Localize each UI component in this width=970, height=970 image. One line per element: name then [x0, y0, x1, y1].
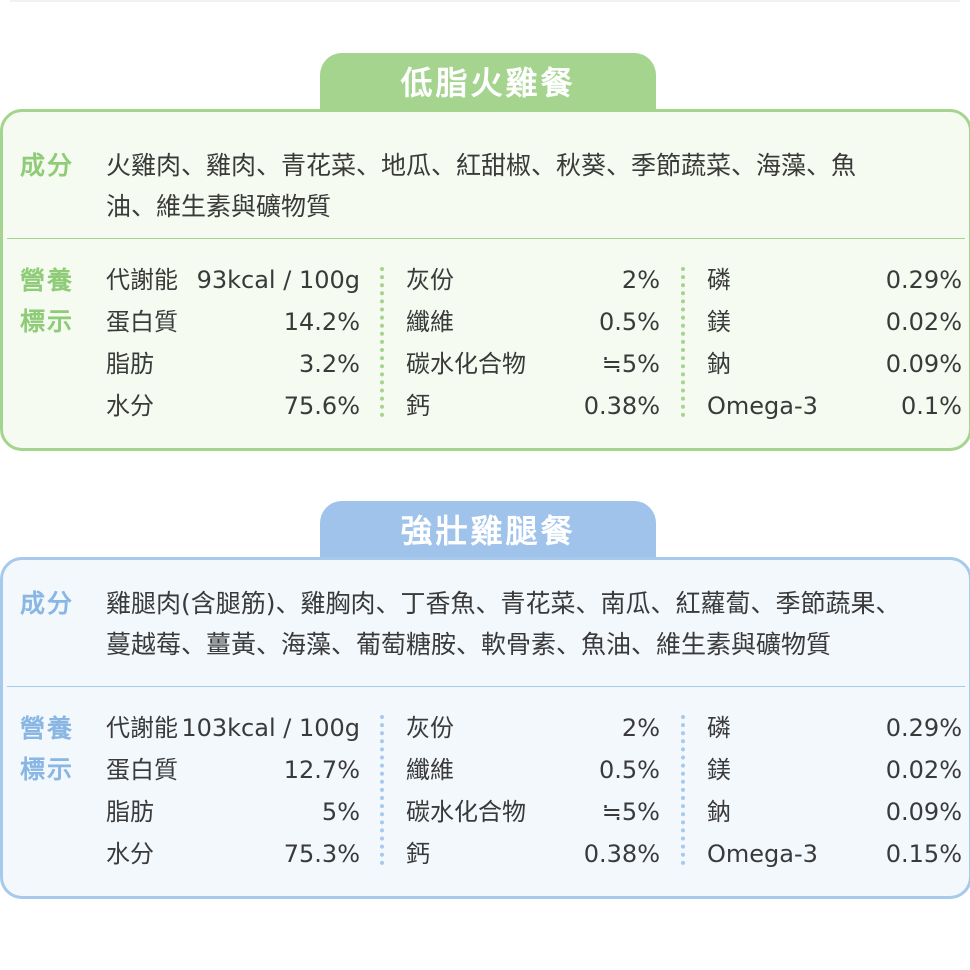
column-separator	[380, 715, 384, 865]
nutrient-value: 3.2%	[299, 350, 360, 378]
nutrition-label-line: 營養	[20, 266, 75, 295]
nutrient-name: 碳水化合物	[406, 798, 526, 826]
nutrition-row: 蛋白質 14.2% 纖維 0.5% 鎂 0.02%	[3, 301, 970, 343]
ingredients-line: 火雞肉、雞肉、青花菜、地瓜、紅甜椒、秋葵、季節蔬菜、海藻、魚	[106, 151, 857, 180]
nutrient-name: 纖維	[406, 756, 454, 784]
nutrient-name: 脂肪	[106, 350, 154, 378]
nutrient-value: ≒5%	[601, 350, 660, 378]
nutrition-label-line: 標示	[20, 307, 75, 336]
nutrient-name: 磷	[707, 266, 731, 294]
nutrition-label-line: 營養	[20, 714, 75, 743]
ingredients-text: 火雞肉、雞肉、青花菜、地瓜、紅甜椒、秋葵、季節蔬菜、海藻、魚 油、維生素與礦物質	[106, 145, 968, 227]
nutrient-value: 12.7%	[283, 756, 360, 784]
nutrition-row: 蛋白質 12.7% 纖維 0.5% 鎂 0.02%	[3, 749, 970, 791]
product-title-tab: 低脂火雞餐	[320, 53, 656, 115]
nutrition-row: 脂肪 5% 碳水化合物 ≒5% 鈉 0.09%	[3, 791, 970, 833]
nutrient-name: 蛋白質	[106, 756, 178, 784]
top-divider	[10, 0, 960, 2]
nutrient-value: 0.09%	[885, 350, 962, 378]
nutrient-value: 0.29%	[885, 266, 962, 294]
product-card: 成分 雞腿肉(含腿筋)、雞胸肉、丁香魚、青花菜、南瓜、紅蘿蔔、季節蔬果、 蔓越莓…	[0, 557, 970, 899]
nutrition-label: 營養 標示	[20, 260, 74, 342]
nutrition-row: 水分 75.6% 鈣 0.38% Omega-3 0.1%	[3, 385, 970, 427]
nutrient-name: 鎂	[707, 756, 731, 784]
nutrient-name: 磷	[707, 714, 731, 742]
nutrient-name: 鎂	[707, 308, 731, 336]
product-title-tab: 強壯雞腿餐	[320, 501, 656, 563]
nutrition-row: 代謝能 93kcal / 100g 灰份 2% 磷 0.29%	[3, 259, 970, 301]
nutrient-name: 灰份	[406, 714, 454, 742]
nutrient-value: 0.1%	[901, 392, 962, 420]
ingredients-line: 油、維生素與礦物質	[106, 192, 332, 221]
nutrient-value: 0.15%	[885, 840, 962, 868]
nutrient-name: 纖維	[406, 308, 454, 336]
nutrient-name: 蛋白質	[106, 308, 178, 336]
section-divider	[7, 686, 965, 687]
nutrient-value: 0.29%	[885, 714, 962, 742]
nutrient-value: 75.6%	[283, 392, 360, 420]
column-separator	[380, 267, 384, 417]
nutrient-name: 脂肪	[106, 798, 154, 826]
column-separator	[681, 715, 685, 865]
ingredients-line: 蔓越莓、薑黃、海藻、葡萄糖胺、軟骨素、魚油、維生素與礦物質	[106, 630, 832, 659]
nutrition-row: 代謝能 103kcal / 100g 灰份 2% 磷 0.29%	[3, 707, 970, 749]
nutrient-value: 0.5%	[599, 308, 660, 336]
column-separator	[681, 267, 685, 417]
nutrient-value: 2%	[621, 266, 660, 294]
section-divider	[7, 238, 965, 239]
nutrient-name: Omega-3	[707, 840, 818, 868]
nutrient-name: 水分	[106, 840, 154, 868]
nutrition-row: 水分 75.3% 鈣 0.38% Omega-3 0.15%	[3, 833, 970, 875]
ingredients-line: 雞腿肉(含腿筋)、雞胸肉、丁香魚、青花菜、南瓜、紅蘿蔔、季節蔬果、	[106, 589, 901, 618]
nutrient-value: 0.38%	[583, 392, 660, 420]
nutrient-value: 0.02%	[885, 756, 962, 784]
nutrient-name: 碳水化合物	[406, 350, 526, 378]
nutrient-name: 代謝能	[106, 266, 178, 294]
nutrition-label-line: 標示	[20, 755, 75, 784]
product-card: 成分 火雞肉、雞肉、青花菜、地瓜、紅甜椒、秋葵、季節蔬菜、海藻、魚 油、維生素與…	[0, 109, 970, 451]
ingredients-label: 成分	[20, 589, 75, 618]
nutrient-value: 103kcal / 100g	[181, 714, 360, 742]
ingredients-label: 成分	[20, 151, 75, 180]
nutrient-value: 0.09%	[885, 798, 962, 826]
nutrient-name: 灰份	[406, 266, 454, 294]
nutrient-name: 鈣	[406, 840, 430, 868]
ingredients-text: 雞腿肉(含腿筋)、雞胸肉、丁香魚、青花菜、南瓜、紅蘿蔔、季節蔬果、 蔓越莓、薑黃…	[106, 583, 968, 665]
nutrient-value: 93kcal / 100g	[196, 266, 360, 294]
nutrient-name: 鈉	[707, 798, 731, 826]
nutrition-label: 營養 標示	[20, 708, 74, 790]
nutrient-name: 代謝能	[106, 714, 178, 742]
nutrient-value: ≒5%	[601, 798, 660, 826]
nutrient-value: 0.38%	[583, 840, 660, 868]
nutrient-value: 0.02%	[885, 308, 962, 336]
nutrient-name: Omega-3	[707, 392, 818, 420]
nutrient-value: 75.3%	[283, 840, 360, 868]
nutrient-value: 14.2%	[283, 308, 360, 336]
product-title: 低脂火雞餐	[400, 64, 576, 102]
product-title: 強壯雞腿餐	[400, 512, 576, 550]
nutrient-value: 5%	[321, 798, 360, 826]
nutrient-name: 水分	[106, 392, 154, 420]
nutrient-value: 0.5%	[599, 756, 660, 784]
nutrient-name: 鈉	[707, 350, 731, 378]
nutrient-value: 2%	[621, 714, 660, 742]
nutrient-name: 鈣	[406, 392, 430, 420]
nutrition-row: 脂肪 3.2% 碳水化合物 ≒5% 鈉 0.09%	[3, 343, 970, 385]
